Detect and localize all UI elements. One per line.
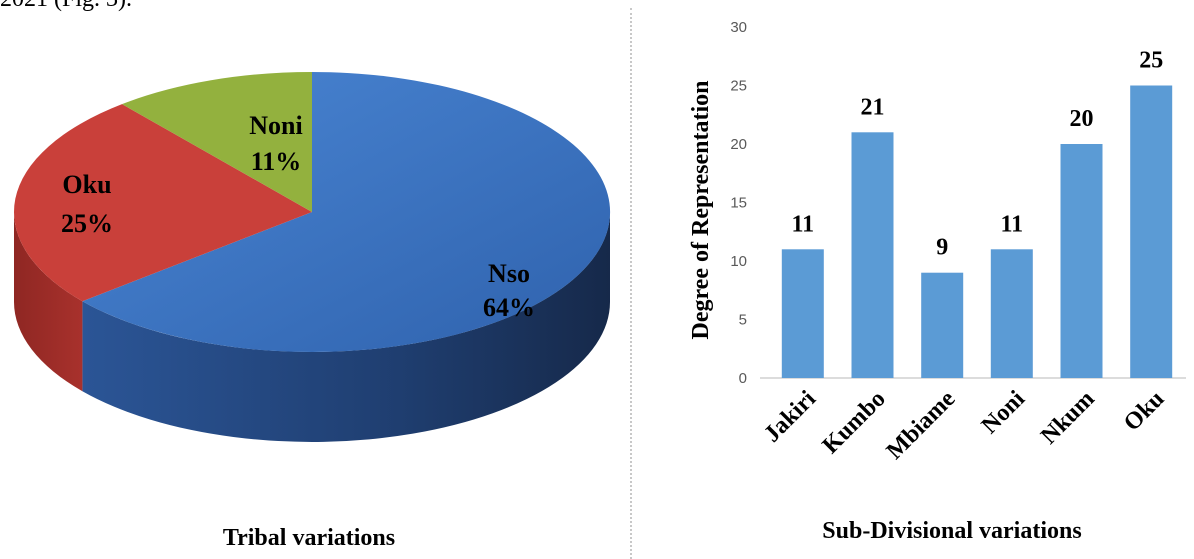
category-label: Mbiame — [882, 386, 961, 465]
bar-value-labels: 11 21 9 11 20 25 — [791, 48, 1163, 261]
subdivisional-bar-chart: 0 5 10 15 20 25 30 11 21 9 11 20 25 JakiriKumboMbia… — [688, 19, 1186, 544]
bar-jakiri — [781, 249, 824, 378]
y-axis-ticks: 0 5 10 15 20 25 30 — [730, 19, 747, 387]
pie-label-oku-pct: 25% — [61, 209, 113, 238]
bar-kumbo — [851, 132, 894, 378]
bar-mbiame — [921, 272, 964, 378]
y-axis-title: Degree of Representation — [688, 80, 714, 339]
category-label: Noni — [977, 386, 1031, 440]
bar-oku — [1130, 85, 1173, 378]
pie-label-oku-name: Oku — [62, 170, 111, 199]
pie-label-nso-pct: 64% — [483, 293, 535, 322]
y-tick-label: 0 — [739, 370, 747, 387]
y-tick-label: 25 — [730, 78, 747, 95]
bar-value-label: 9 — [936, 235, 948, 261]
y-tick-label: 15 — [730, 195, 747, 212]
bar-nkum — [1060, 144, 1103, 378]
category-label: Kumbo — [818, 386, 891, 459]
y-tick-label: 5 — [739, 312, 747, 329]
category-label: Nkum — [1036, 386, 1100, 450]
x-axis-title: Sub-Divisional variations — [822, 518, 1081, 544]
panel-divider — [630, 8, 632, 559]
bar-value-label: 25 — [1139, 48, 1163, 74]
tribal-pie-chart: Nso 64% Oku 25% Noni 11% Tribal variatio… — [13, 71, 611, 551]
category-label: Oku — [1119, 386, 1169, 436]
bar-value-label: 11 — [1000, 211, 1023, 237]
pie-chart-title: Tribal variations — [223, 525, 395, 551]
pie-side-nso — [82, 212, 610, 442]
pie-label-noni-name: Noni — [249, 111, 302, 140]
bars — [781, 85, 1173, 378]
bar-value-label: 20 — [1070, 106, 1094, 132]
y-tick-label: 20 — [730, 136, 747, 153]
pie-side-oku — [14, 212, 83, 392]
pie-slice-nso — [82, 71, 611, 352]
top-text-fragment: 2021 (Fig. 3). — [0, 0, 132, 13]
y-tick-label: 30 — [730, 19, 747, 36]
bar-noni — [990, 249, 1033, 378]
pie-slice-noni — [122, 71, 312, 212]
pie-label-noni-pct: 11% — [251, 147, 302, 176]
pie-label-nso-name: Nso — [488, 259, 530, 288]
pie-slice-oku — [13, 104, 312, 302]
bar-value-label: 11 — [791, 211, 814, 237]
y-tick-label: 10 — [730, 253, 747, 270]
category-label: Jakiri — [759, 386, 821, 448]
bar-value-label: 21 — [861, 94, 885, 120]
